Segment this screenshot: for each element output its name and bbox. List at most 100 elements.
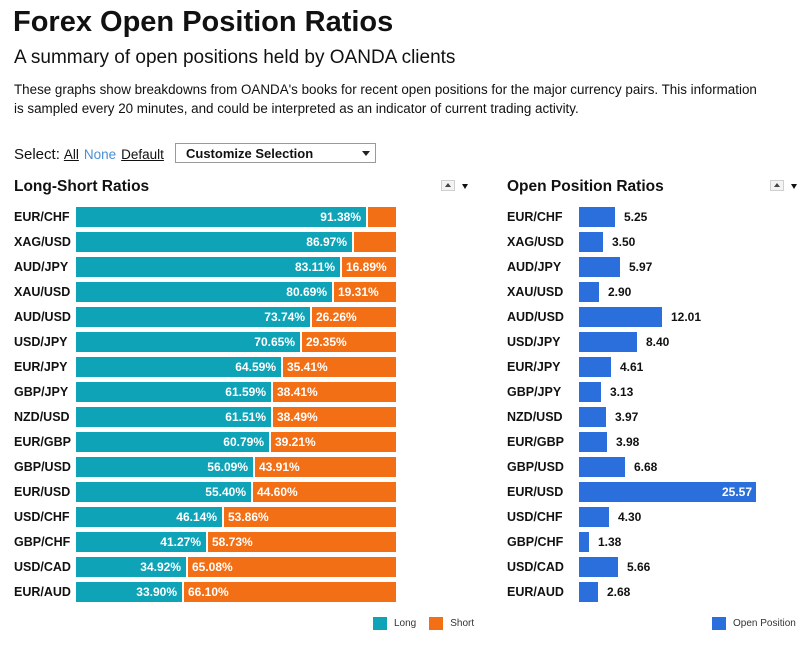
- open-position-value-label: 2.68: [607, 585, 631, 599]
- open-position-value-label: 3.98: [616, 435, 640, 449]
- open-position-bar: [579, 232, 603, 252]
- long-bar: [76, 582, 182, 602]
- pair-label: GBP/JPY: [507, 385, 562, 399]
- short-value-label: 53.86%: [228, 510, 269, 524]
- page-description: These graphs show breakdowns from OANDA'…: [14, 80, 800, 118]
- customize-selection-dropdown[interactable]: Customize Selection: [175, 143, 376, 163]
- pair-label: AUD/USD: [507, 310, 564, 324]
- long-bar: [76, 482, 251, 502]
- row-eur-usd: EUR/USD 25.57: [507, 482, 800, 502]
- open-position-bar: [579, 357, 611, 377]
- long-value-label: 46.14%: [176, 510, 217, 524]
- short-bar: [312, 307, 396, 327]
- open-position-value-label: 3.13: [610, 385, 634, 399]
- short-value-label: 35.41%: [287, 360, 328, 374]
- long-bar: [76, 532, 206, 552]
- row-eur-jpy: EUR/JPY 4.61: [507, 357, 800, 377]
- long-value-label: 70.65%: [254, 335, 295, 349]
- pair-label: EUR/AUD: [507, 585, 564, 599]
- legend-label-short: Short: [450, 618, 475, 629]
- pair-label: XAG/USD: [14, 235, 71, 249]
- open-position-value-label: 4.30: [618, 510, 642, 524]
- row-xag-usd: XAG/USD 86.97%: [14, 232, 399, 252]
- page-subtitle: A summary of open positions held by OAND…: [14, 47, 456, 68]
- open-position-bar: [579, 307, 662, 327]
- row-usd-cad: USD/CAD 34.92% 65.08%: [14, 557, 399, 577]
- row-usd-jpy: USD/JPY 70.65% 29.35%: [14, 332, 399, 352]
- long-bar: [76, 257, 340, 277]
- chevron-down-icon: [362, 151, 370, 156]
- pair-label: EUR/JPY: [507, 360, 561, 374]
- long-value-label: 86.97%: [306, 235, 347, 249]
- pair-label: GBP/USD: [507, 460, 564, 474]
- row-aud-usd: AUD/USD 12.01: [507, 307, 800, 327]
- long-value-label: 61.59%: [225, 385, 266, 399]
- select-all-link[interactable]: All: [63, 146, 79, 162]
- open-position-bar: [579, 407, 606, 427]
- select-controls: Select: All None Default: [14, 143, 169, 165]
- short-bar: [184, 582, 396, 602]
- short-value-label: 65.08%: [192, 560, 233, 574]
- pair-label: EUR/AUD: [14, 585, 71, 599]
- long-value-label: 60.79%: [223, 435, 264, 449]
- sort-descending-button[interactable]: [458, 180, 472, 191]
- select-none-link[interactable]: None: [83, 146, 117, 162]
- pair-label: GBP/CHF: [507, 535, 564, 549]
- open-position-bar: [579, 507, 609, 527]
- long-bar: [76, 207, 366, 227]
- row-usd-jpy: USD/JPY 8.40: [507, 332, 800, 352]
- row-eur-gbp: EUR/GBP 60.79% 39.21%: [14, 432, 399, 452]
- legend-swatch-short: [429, 617, 444, 630]
- short-bar: [273, 382, 396, 402]
- long-bar: [76, 457, 253, 477]
- row-eur-aud: EUR/AUD 2.68: [507, 582, 800, 602]
- long-value-label: 33.90%: [136, 585, 177, 599]
- long-bar: [76, 282, 332, 302]
- sort-descending-button[interactable]: [787, 180, 797, 191]
- open-position-value-label: 12.01: [671, 310, 702, 324]
- long-value-label: 56.09%: [207, 460, 248, 474]
- open-position-bar: [579, 432, 607, 452]
- row-usd-chf: USD/CHF 4.30: [507, 507, 800, 527]
- short-value-label: 29.35%: [306, 335, 347, 349]
- select-label: Select:: [14, 145, 60, 163]
- row-eur-usd: EUR/USD 55.40% 44.60%: [14, 482, 399, 502]
- open-position-bar: [579, 207, 615, 227]
- short-value-label: 44.60%: [257, 485, 298, 499]
- long-short-sort-controls: [441, 180, 472, 191]
- short-value-label: 19.31%: [338, 285, 379, 299]
- open-position-value-label: 25.57: [721, 485, 752, 499]
- open-position-value-label: 4.61: [620, 360, 644, 374]
- short-bar: [273, 407, 396, 427]
- short-bar: [283, 357, 396, 377]
- short-bar: [271, 432, 396, 452]
- pair-label: USD/CAD: [507, 560, 564, 574]
- sort-ascending-button[interactable]: [770, 180, 784, 191]
- legend-item-short: Short: [429, 617, 474, 630]
- pair-label: EUR/GBP: [14, 435, 71, 449]
- pair-label: GBP/USD: [14, 460, 71, 474]
- select-default-link[interactable]: Default: [121, 146, 164, 162]
- open-position-value-label: 6.68: [634, 460, 658, 474]
- open-position-value-label: 5.97: [629, 260, 653, 274]
- row-aud-jpy: AUD/JPY 83.11% 16.89%: [14, 257, 399, 277]
- legend-label-long: Long: [394, 618, 417, 629]
- pair-label: GBP/CHF: [14, 535, 71, 549]
- pair-label: USD/CHF: [14, 510, 70, 524]
- short-value-label: 43.91%: [259, 460, 300, 474]
- page-title: Forex Open Position Ratios: [13, 6, 394, 38]
- sort-ascending-button[interactable]: [441, 180, 455, 191]
- long-value-label: 64.59%: [235, 360, 276, 374]
- open-position-value-label: 5.25: [624, 210, 648, 224]
- row-gbp-usd: GBP/USD 6.68: [507, 457, 800, 477]
- short-bar: [302, 332, 396, 352]
- short-bar: [188, 557, 396, 577]
- row-nzd-usd: NZD/USD 3.97: [507, 407, 800, 427]
- pair-label: EUR/GBP: [507, 435, 564, 449]
- short-bar: [255, 457, 396, 477]
- row-xag-usd: XAG/USD 3.50: [507, 232, 800, 252]
- row-gbp-chf: GBP/CHF 1.38: [507, 532, 800, 552]
- legend-item-long: Long: [373, 617, 416, 630]
- open-position-bar: [579, 282, 599, 302]
- open-position-value-label: 2.90: [608, 285, 632, 299]
